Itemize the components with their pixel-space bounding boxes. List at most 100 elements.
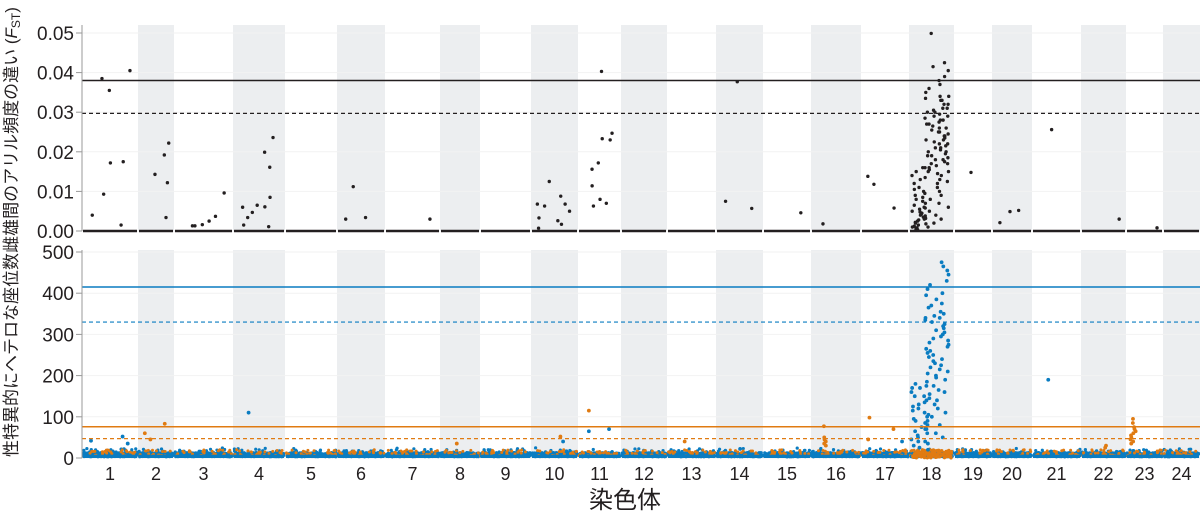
count-point-orange bbox=[790, 451, 794, 455]
fst-points bbox=[83, 31, 1199, 233]
fst-point bbox=[929, 161, 933, 166]
fst-point bbox=[535, 202, 540, 206]
count-point-orange bbox=[444, 448, 448, 452]
chromosome-band-4 bbox=[233, 250, 285, 458]
count-point-orange bbox=[121, 452, 125, 456]
count-point-orange bbox=[574, 449, 578, 453]
fst-point bbox=[937, 126, 942, 130]
count-point-orange bbox=[263, 450, 267, 454]
fst-point bbox=[941, 118, 945, 122]
fst-point bbox=[946, 169, 951, 174]
fst-point bbox=[165, 180, 170, 185]
fst-point bbox=[263, 205, 267, 209]
count-point-blue bbox=[263, 446, 267, 451]
count-point-orange bbox=[835, 451, 839, 455]
count-point-orange bbox=[798, 450, 802, 454]
chromosome-band-20 bbox=[992, 25, 1032, 231]
fst-point bbox=[941, 138, 946, 142]
count-point-orange bbox=[161, 449, 165, 453]
fst-point bbox=[933, 110, 937, 114]
count-point-blue bbox=[254, 447, 258, 451]
count-point-orange bbox=[655, 451, 659, 455]
count-point-orange bbox=[294, 451, 298, 455]
count-point-orange bbox=[693, 450, 697, 454]
count-point-orange bbox=[624, 448, 628, 452]
count-point-orange bbox=[901, 448, 905, 452]
count-point-orange bbox=[353, 450, 357, 454]
count-point-blue bbox=[159, 447, 164, 451]
count-point-orange bbox=[615, 451, 619, 455]
fst-point bbox=[590, 184, 594, 188]
fst-point bbox=[1155, 226, 1159, 230]
count-point-orange bbox=[350, 450, 354, 454]
count-baseline-blue bbox=[234, 454, 284, 458]
fst-point bbox=[351, 184, 355, 189]
fst-point bbox=[929, 31, 933, 36]
fst-point bbox=[931, 64, 935, 69]
fst-point bbox=[222, 191, 226, 195]
fst-point bbox=[926, 169, 930, 174]
fst-point bbox=[942, 102, 946, 106]
fst-point bbox=[923, 206, 927, 210]
fst-point bbox=[910, 209, 914, 213]
count-point-orange bbox=[128, 450, 132, 454]
count-baseline-blue bbox=[386, 454, 439, 458]
count-point-orange bbox=[821, 448, 825, 452]
fst-point bbox=[363, 215, 368, 220]
fst-point bbox=[200, 222, 205, 227]
count-point-orange bbox=[104, 448, 108, 452]
fst-point bbox=[162, 153, 167, 157]
chromosome-band-22 bbox=[1081, 250, 1126, 458]
count-point-orange bbox=[832, 451, 836, 455]
count-point-orange bbox=[306, 448, 310, 452]
count-point-orange bbox=[163, 449, 167, 453]
count-point-orange bbox=[673, 450, 677, 454]
fst-point bbox=[268, 195, 272, 200]
fst-point bbox=[927, 209, 932, 213]
fst-point bbox=[935, 181, 940, 186]
count-baseline-blue bbox=[532, 454, 577, 458]
fst-point bbox=[946, 156, 950, 160]
count-point-orange bbox=[458, 451, 462, 455]
fst-point bbox=[1016, 208, 1021, 213]
chromosome-band-10 bbox=[531, 25, 578, 231]
count-point-orange bbox=[893, 450, 897, 454]
count-point-orange bbox=[545, 451, 549, 455]
count-point-blue bbox=[220, 446, 224, 450]
count-point-orange bbox=[308, 451, 312, 455]
fst-point bbox=[925, 110, 930, 114]
count-point-orange bbox=[301, 449, 305, 453]
fst-point bbox=[943, 152, 948, 156]
count-point-orange bbox=[168, 449, 172, 453]
fst-point bbox=[934, 213, 938, 217]
count-point-orange bbox=[119, 450, 123, 454]
count-point-orange bbox=[598, 450, 602, 454]
chromosome-band-6 bbox=[337, 250, 385, 458]
count-point-orange bbox=[367, 450, 371, 454]
count-point-orange bbox=[626, 452, 630, 456]
count-point-blue bbox=[878, 447, 883, 451]
count-point-blue bbox=[697, 447, 702, 451]
count-point-orange bbox=[422, 450, 426, 454]
fst-point bbox=[922, 217, 927, 221]
count-point-orange bbox=[154, 449, 158, 453]
count-point-orange bbox=[182, 451, 186, 455]
count-point-blue bbox=[831, 447, 836, 452]
fst-point bbox=[914, 169, 918, 174]
count-point-blue bbox=[591, 447, 595, 452]
count-point-orange bbox=[109, 450, 113, 454]
chromosome-band-8 bbox=[440, 250, 480, 458]
count-point-orange bbox=[650, 449, 654, 453]
fst-point bbox=[799, 211, 803, 215]
fst-point bbox=[923, 175, 927, 180]
count-point-orange bbox=[332, 449, 336, 453]
fst-point bbox=[923, 191, 927, 196]
fst-point bbox=[153, 172, 157, 177]
count-point-orange bbox=[88, 451, 92, 455]
count-point-orange bbox=[660, 451, 664, 455]
fst-point bbox=[266, 224, 271, 229]
fst-point bbox=[942, 61, 947, 65]
fst-point bbox=[590, 167, 594, 171]
count-baseline-blue bbox=[862, 454, 908, 458]
